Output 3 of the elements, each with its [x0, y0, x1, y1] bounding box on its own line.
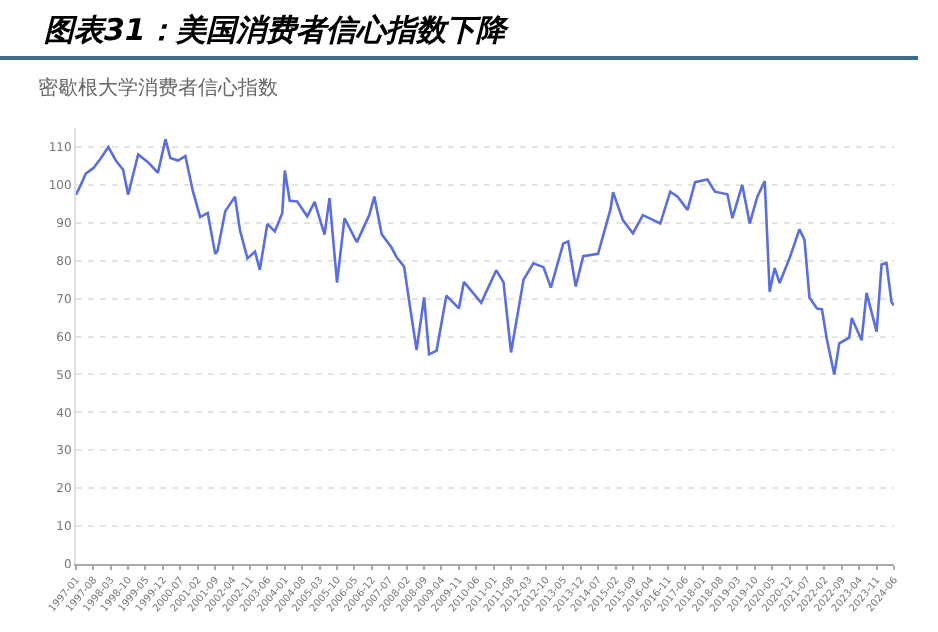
- line-series: [76, 138, 894, 376]
- chart-title: 图表31：美国消费者信心指数下降: [0, 0, 918, 60]
- chart-subtitle: 密歇根大学消费者信心指数: [37, 76, 278, 101]
